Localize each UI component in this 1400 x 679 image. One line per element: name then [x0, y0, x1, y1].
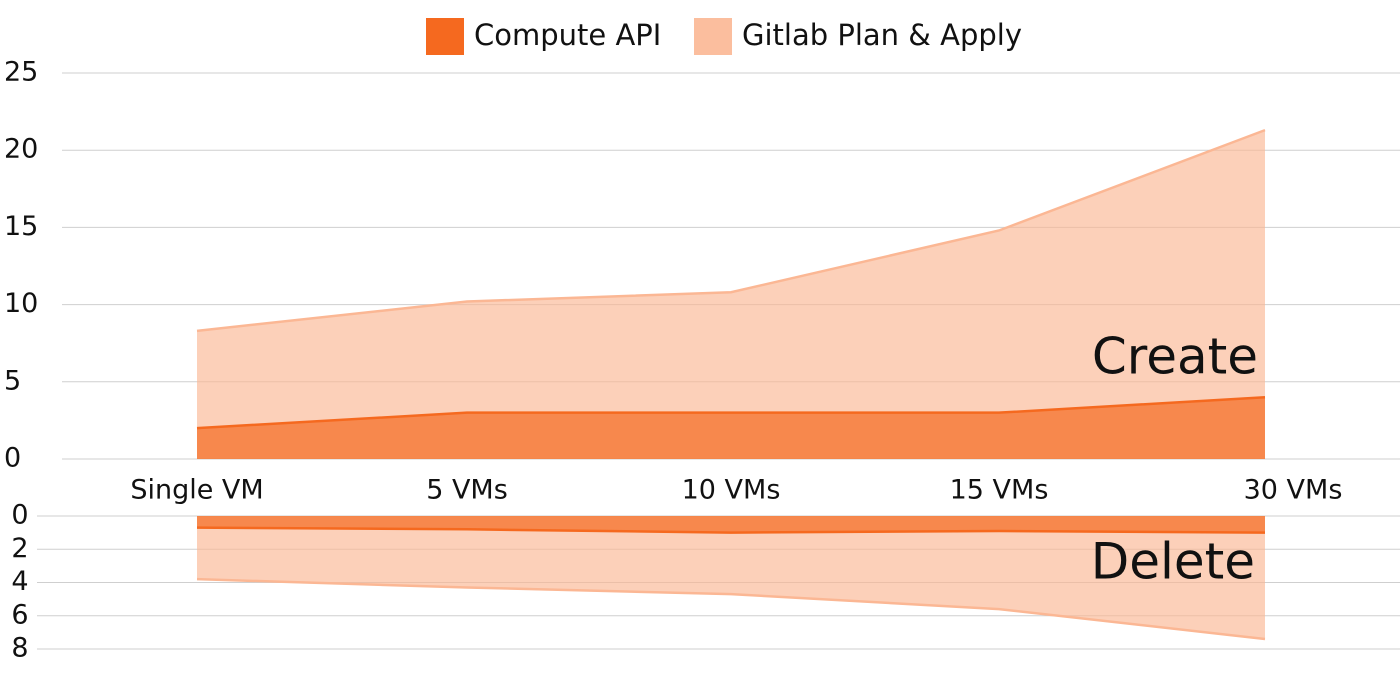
area-line	[196, 526, 1266, 534]
x-tick-label: 5 VMs	[426, 475, 508, 506]
y-tick-label: 8	[11, 633, 28, 664]
areas	[196, 128, 1266, 641]
y-tick-label: 6	[11, 599, 28, 630]
annotation: Delete	[1091, 533, 1255, 591]
legend-swatch	[426, 18, 464, 55]
y-tick-label: 0	[4, 443, 21, 474]
area	[197, 130, 1265, 460]
x-tick-label: 10 VMs	[682, 475, 781, 506]
y-tick-label: 2	[11, 533, 28, 564]
area-line	[196, 395, 1266, 430]
y-tick-label: 5	[4, 365, 21, 396]
y-tick-label: 20	[4, 134, 38, 165]
y-tick-label: 10	[4, 288, 38, 319]
x-tick-label: 15 VMs	[950, 475, 1049, 506]
y-tick-label: 25	[4, 57, 38, 88]
y-tick-label: 15	[4, 211, 38, 242]
annotation: Create	[1092, 328, 1258, 386]
x-tick-label: Single VM	[130, 475, 263, 506]
y-tick-label: 4	[11, 566, 28, 597]
legend-label: Compute API	[474, 18, 661, 52]
x-tick-label: 30 VMs	[1244, 475, 1343, 506]
area-line	[196, 128, 1266, 333]
y-tick-label: 0	[11, 500, 28, 531]
legend-label: Gitlab Plan & Apply	[742, 18, 1022, 52]
legend-swatch	[694, 18, 732, 55]
area-line	[196, 577, 1266, 641]
